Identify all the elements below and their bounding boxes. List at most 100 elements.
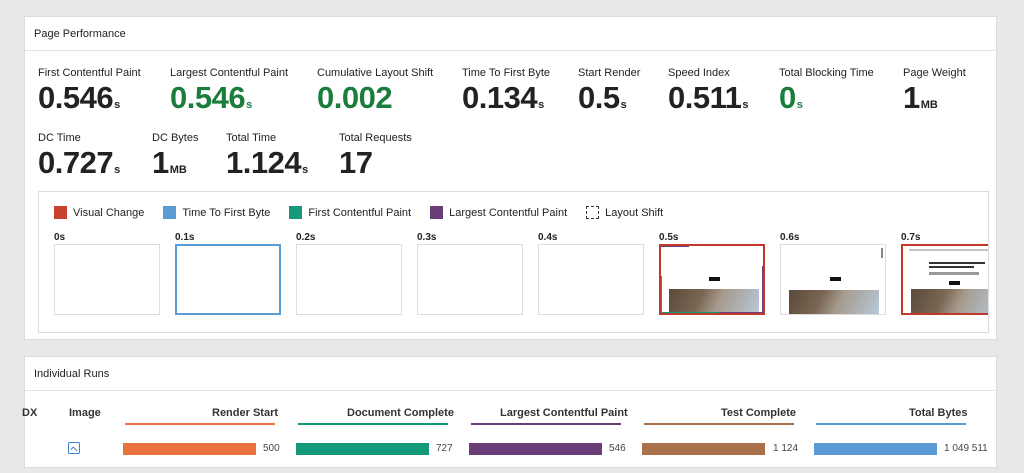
document-complete-value: 727 xyxy=(436,443,453,454)
column-header-lcp[interactable]: Largest Contentful Paint xyxy=(500,407,628,419)
frame-thumbnail[interactable] xyxy=(54,244,160,315)
fcp-marker xyxy=(661,312,719,313)
film-frame[interactable]: 0.7s xyxy=(901,232,988,315)
metric-unit: s xyxy=(114,99,121,111)
column-header-image: Image xyxy=(69,407,101,419)
individual-runs-title: Individual Runs xyxy=(25,357,996,391)
metric-label: Start Render xyxy=(578,67,641,79)
metric-value: 17 xyxy=(339,145,373,180)
metric-label: DC Bytes xyxy=(152,132,199,144)
metric-total-requests: Total Requests 17 xyxy=(339,132,412,178)
legend-layout-shift: Layout Shift xyxy=(586,206,663,219)
metric-value: 0 xyxy=(779,80,796,115)
page-subtext xyxy=(929,272,979,275)
metric-label: DC Time xyxy=(38,132,81,144)
column-header-render-start[interactable]: Render Start xyxy=(212,407,279,419)
scrollbar-shape xyxy=(881,248,883,258)
legend-visual-change: Visual Change xyxy=(54,206,144,219)
legend-label: Layout Shift xyxy=(605,206,664,219)
frame-thumbnail[interactable] xyxy=(296,244,402,315)
image-icon[interactable] xyxy=(68,442,80,454)
metric-value: 1 xyxy=(152,145,169,180)
lcp-bar xyxy=(469,443,602,455)
metric-unit: MB xyxy=(920,99,938,111)
metric-unit: s xyxy=(742,99,749,111)
column-underline xyxy=(816,423,966,425)
frame-thumbnail[interactable] xyxy=(901,244,988,315)
metric-label: Page Weight xyxy=(903,67,966,79)
metric-page-weight: Page Weight 1MB xyxy=(903,67,966,113)
document-complete-bar xyxy=(296,443,429,455)
metric-dc-bytes: DC Bytes 1MB xyxy=(152,132,198,178)
page-headline xyxy=(929,262,985,270)
metric-label: Total Blocking Time xyxy=(779,67,874,79)
metric-dc-time: DC Time 0.727s xyxy=(38,132,120,178)
swatch-icon xyxy=(289,206,303,219)
legend-largest-contentful-paint: Largest Contentful Paint xyxy=(430,206,567,219)
frame-time: 0.6s xyxy=(780,232,800,243)
film-frame[interactable]: 0.5s xyxy=(659,232,765,315)
column-underline xyxy=(644,423,794,425)
page-photo xyxy=(911,289,988,313)
metric-label: Total Requests xyxy=(339,132,412,144)
column-header-test-complete[interactable]: Test Complete xyxy=(721,407,796,419)
metric-value: 0.5 xyxy=(578,80,620,115)
column-header-total-bytes[interactable]: Total Bytes xyxy=(909,407,968,419)
page-button-shape xyxy=(829,276,841,281)
legend-label: Visual Change xyxy=(73,206,145,219)
frame-thumbnail[interactable] xyxy=(659,244,765,315)
metric-first-contentful-paint: First Contentful Paint 0.546s xyxy=(38,67,141,113)
frame-thumbnail[interactable] xyxy=(175,244,281,315)
metric-value: 1.124 xyxy=(226,145,302,180)
frame-thumbnail[interactable] xyxy=(780,244,886,315)
frame-time: 0.5s xyxy=(659,232,679,243)
film-frame[interactable]: 0.6s xyxy=(780,232,886,315)
metric-total-time: Total Time 1.124s xyxy=(226,132,308,178)
frame-time: 0.2s xyxy=(296,232,316,243)
film-frame[interactable]: 0.3s xyxy=(417,232,523,315)
metric-label: Cumulative Layout Shift xyxy=(317,67,434,79)
metric-label: Total Time xyxy=(226,132,277,144)
metric-unit: s xyxy=(302,164,309,176)
metric-label: Largest Contentful Paint xyxy=(170,67,289,79)
lcp-marker xyxy=(762,266,763,313)
page-photo xyxy=(789,290,879,314)
metric-unit: s xyxy=(620,99,627,111)
column-underline xyxy=(471,423,621,425)
page-photo xyxy=(669,289,759,313)
lcp-marker xyxy=(719,312,763,313)
metric-value: 1 xyxy=(903,80,920,115)
total-bytes-value: 1 049 511 xyxy=(944,443,988,454)
metric-value: 0.134 xyxy=(462,80,538,115)
test-complete-bar xyxy=(642,443,765,455)
film-frame[interactable]: 0s xyxy=(54,232,160,315)
metric-unit: s xyxy=(538,99,545,111)
film-frame[interactable]: 0.1s xyxy=(175,232,281,315)
metric-time-to-first-byte: Time To First Byte 0.134s xyxy=(462,67,550,113)
page-button-shape xyxy=(708,276,720,281)
frame-time: 0s xyxy=(54,232,66,243)
frame-time: 0.3s xyxy=(417,232,437,243)
metric-unit: s xyxy=(114,164,121,176)
column-underline xyxy=(298,423,448,425)
page-button-shape xyxy=(948,280,960,285)
frame-thumbnail[interactable] xyxy=(417,244,523,315)
column-underline xyxy=(125,423,275,425)
frame-thumbnail[interactable] xyxy=(538,244,644,315)
lcp-value: 546 xyxy=(609,443,626,454)
column-header-partial: DX xyxy=(22,407,38,419)
metric-value: 0.546 xyxy=(170,80,246,115)
film-frame[interactable]: 0.4s xyxy=(538,232,644,315)
render-start-value: 500 xyxy=(263,443,280,454)
film-frame[interactable]: 0.2s xyxy=(296,232,402,315)
frame-time: 0.1s xyxy=(175,232,195,243)
swatch-dashed-icon xyxy=(586,206,600,219)
render-start-bar xyxy=(123,443,256,455)
metric-label: First Contentful Paint xyxy=(38,67,141,79)
metric-cumulative-layout-shift: Cumulative Layout Shift 0.002 xyxy=(317,67,433,113)
legend-label: First Contentful Paint xyxy=(308,206,412,219)
metric-speed-index: Speed Index 0.511s xyxy=(668,67,749,113)
column-header-document-complete[interactable]: Document Complete xyxy=(347,407,454,419)
fcp-marker xyxy=(661,276,662,313)
metric-total-blocking-time: Total Blocking Time 0s xyxy=(779,67,874,113)
